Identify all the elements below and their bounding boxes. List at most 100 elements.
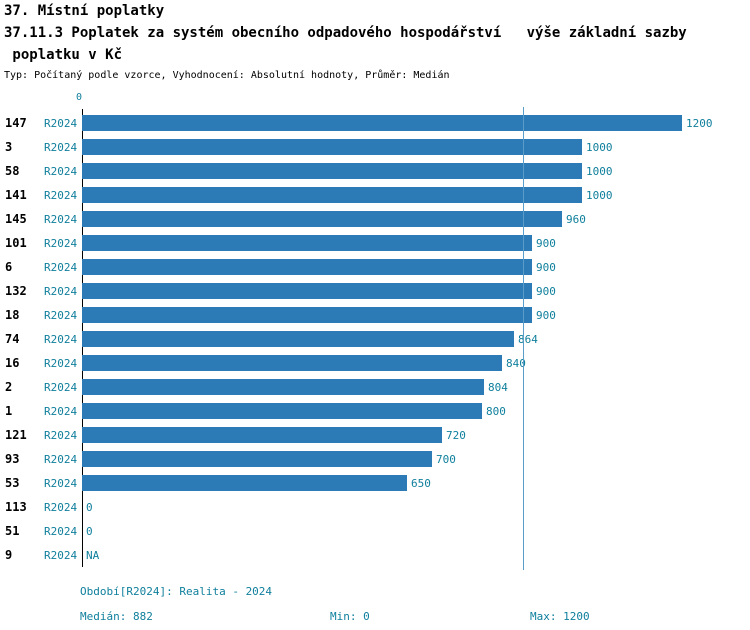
category-id-label: 58 <box>5 164 20 178</box>
bar-row: 113 R2024 0 <box>0 495 746 519</box>
bar-row: 132 R2024 900 <box>0 279 746 303</box>
bar-track: 840 <box>82 355 746 371</box>
period-label: R2024 <box>44 500 78 514</box>
bar-track: 0 <box>82 501 746 514</box>
value-bar <box>82 235 532 251</box>
bar-value-label: 900 <box>536 260 556 274</box>
value-bar <box>82 139 582 155</box>
bar-track: 720 <box>82 427 746 443</box>
period-label: R2024 <box>44 452 78 466</box>
period-label: R2024 <box>44 212 78 226</box>
bar-track: 864 <box>82 331 746 347</box>
bar-row: 93 R2024 700 <box>0 447 746 471</box>
period-label: R2024 <box>44 260 78 274</box>
bar-row: 147 R2024 1200 <box>0 111 746 135</box>
period-label: R2024 <box>44 380 78 394</box>
median-line <box>523 107 524 570</box>
footer-max-value: Max: 1200 <box>530 610 590 623</box>
bar-value-label: NA <box>86 548 100 562</box>
bar-value-label: 800 <box>486 404 506 418</box>
category-id-label: 6 <box>5 260 13 274</box>
value-bar <box>82 283 532 299</box>
bar-row: 16 R2024 840 <box>0 351 746 375</box>
chart-title-line2: 37.11.3 Poplatek za systém obecního odpa… <box>4 25 687 41</box>
category-id-label: 3 <box>5 140 13 154</box>
category-id-label: 51 <box>5 524 20 538</box>
bar-track: 960 <box>82 211 746 227</box>
bar-value-label: 1200 <box>686 116 713 130</box>
category-id-label: 145 <box>5 212 27 226</box>
bar-value-label: 960 <box>566 212 586 226</box>
bar-row: 18 R2024 900 <box>0 303 746 327</box>
value-bar <box>82 355 502 371</box>
period-label: R2024 <box>44 164 78 178</box>
period-label: R2024 <box>44 524 78 538</box>
value-bar <box>82 475 407 491</box>
chart-subtitle: Typ: Počítaný podle vzorce, Vyhodnocení:… <box>4 70 450 81</box>
footer-period: Období[R2024]: Realita - 2024 <box>80 585 273 598</box>
bar-track: 1000 <box>82 187 746 203</box>
bar-row: 53 R2024 650 <box>0 471 746 495</box>
category-id-label: 1 <box>5 404 13 418</box>
bar-value-label: 840 <box>506 356 526 370</box>
bar-row: 51 R2024 0 <box>0 519 746 543</box>
period-label: R2024 <box>44 356 78 370</box>
bar-track: 1200 <box>82 115 746 131</box>
chart-title-line3: poplatku v Kč <box>4 47 123 63</box>
period-label: R2024 <box>44 404 78 418</box>
period-label: R2024 <box>44 428 78 442</box>
bar-value-label: 700 <box>436 452 456 466</box>
period-label: R2024 <box>44 140 78 154</box>
bar-row: 3 R2024 1000 <box>0 135 746 159</box>
period-label: R2024 <box>44 308 78 322</box>
bar-track: 900 <box>82 235 746 251</box>
value-bar <box>82 259 532 275</box>
value-bar <box>82 403 482 419</box>
category-id-label: 93 <box>5 452 20 466</box>
bar-track: NA <box>82 549 746 562</box>
bar-value-label: 900 <box>536 284 556 298</box>
bar-track: 1000 <box>82 163 746 179</box>
bar-row: 6 R2024 900 <box>0 255 746 279</box>
value-bar <box>82 451 432 467</box>
bar-track: 800 <box>82 403 746 419</box>
bar-value-label: 1000 <box>586 164 613 178</box>
bar-row: 141 R2024 1000 <box>0 183 746 207</box>
period-label: R2024 <box>44 188 78 202</box>
bar-track: 1000 <box>82 139 746 155</box>
category-id-label: 121 <box>5 428 27 442</box>
value-bar <box>82 379 484 395</box>
category-id-label: 18 <box>5 308 20 322</box>
bar-row: 9 R2024 NA <box>0 543 746 567</box>
bar-track: 700 <box>82 451 746 467</box>
bar-value-label: 0 <box>86 500 93 514</box>
value-bar <box>82 115 682 131</box>
chart-title-line1: 37. Místní poplatky <box>4 3 165 19</box>
bar-value-label: 1000 <box>586 140 613 154</box>
category-id-label: 2 <box>5 380 13 394</box>
period-label: R2024 <box>44 332 78 346</box>
footer-median-value: Medián: 882 <box>80 610 153 623</box>
category-id-label: 101 <box>5 236 27 250</box>
bar-track: 0 <box>82 525 746 538</box>
bar-row: 101 R2024 900 <box>0 231 746 255</box>
bar-value-label: 804 <box>488 380 508 394</box>
value-bar <box>82 211 562 227</box>
bar-row: 58 R2024 1000 <box>0 159 746 183</box>
period-label: R2024 <box>44 116 78 130</box>
bar-value-label: 900 <box>536 308 556 322</box>
bar-row: 1 R2024 800 <box>0 399 746 423</box>
category-id-label: 9 <box>5 548 13 562</box>
bar-value-label: 1000 <box>586 188 613 202</box>
period-label: R2024 <box>44 284 78 298</box>
bar-track: 900 <box>82 307 746 323</box>
bar-row: 145 R2024 960 <box>0 207 746 231</box>
bar-rows: 147 R2024 1200 3 R2024 1000 58 R2024 1000 141 R202… <box>0 111 746 567</box>
category-id-label: 16 <box>5 356 20 370</box>
bar-track: 900 <box>82 283 746 299</box>
category-id-label: 74 <box>5 332 20 346</box>
category-id-label: 53 <box>5 476 20 490</box>
bar-value-label: 864 <box>518 332 538 346</box>
bar-row: 121 R2024 720 <box>0 423 746 447</box>
